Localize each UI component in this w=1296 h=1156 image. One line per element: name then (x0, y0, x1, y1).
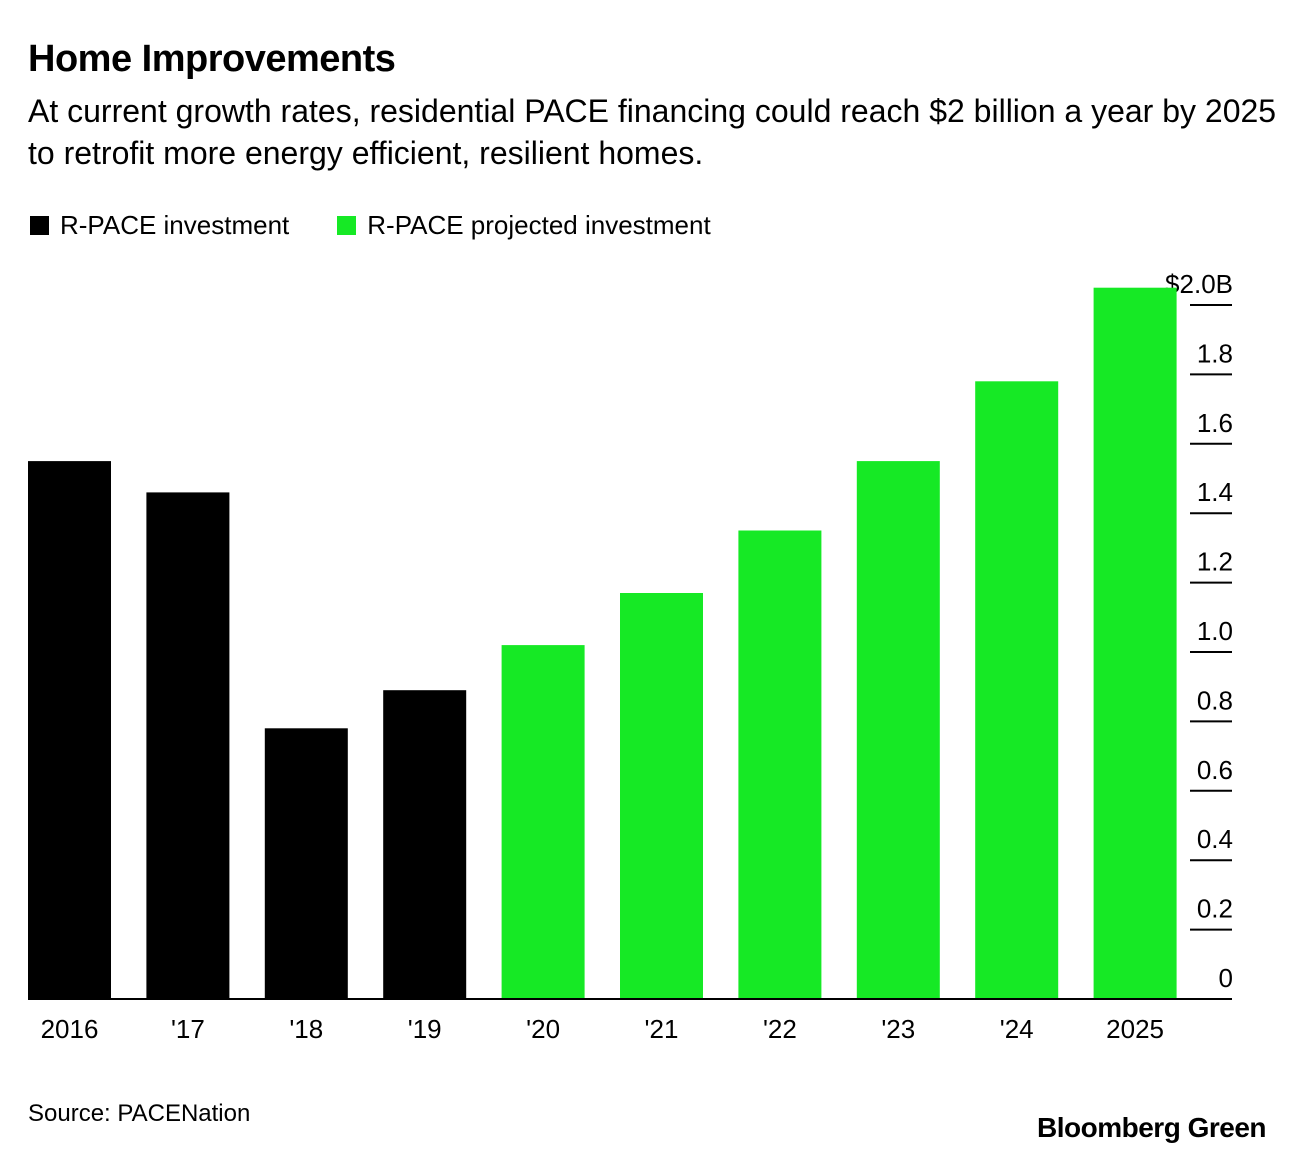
legend-item-projected: R-PACE projected investment (337, 210, 711, 241)
y-tick-label: 0.2 (1197, 894, 1233, 924)
legend-label-actual: R-PACE investment (60, 210, 290, 240)
legend-swatch-actual (30, 216, 49, 235)
x-tick-label: '21 (645, 1014, 679, 1044)
x-tick-label: '17 (171, 1014, 205, 1044)
y-tick-label: 1.0 (1197, 616, 1233, 646)
source-note: Source: PACENation (28, 1100, 251, 1127)
y-tick-label: 0.8 (1197, 685, 1233, 715)
x-tick-label: '23 (881, 1014, 915, 1044)
bar-actual (146, 492, 230, 999)
x-tick-label: 2025 (1106, 1014, 1164, 1044)
y-tick-label: 0 (1219, 963, 1233, 993)
legend-label-projected: R-PACE projected investment (367, 210, 711, 240)
y-tick-label: 0.4 (1197, 824, 1233, 854)
y-tick-label: 1.2 (1197, 547, 1233, 577)
legend-item-actual: R-PACE investment (30, 210, 289, 241)
bar-actual (28, 461, 111, 1000)
bar-projected (975, 381, 1059, 999)
x-tick-label: '20 (526, 1014, 560, 1044)
y-tick-label: 1.4 (1197, 477, 1233, 507)
bar-projected (620, 593, 703, 999)
bar-actual (264, 728, 348, 999)
bar-projected (1093, 287, 1177, 999)
bar-actual (383, 690, 467, 999)
x-tick-label: '18 (289, 1014, 323, 1044)
x-tick-label: 2016 (41, 1014, 99, 1044)
bar-projected (501, 645, 585, 999)
brand-logo: Bloomberg Green (1037, 1112, 1266, 1143)
x-tick-label: '24 (1000, 1014, 1034, 1044)
y-tick-label: 0.6 (1197, 755, 1233, 785)
x-tick-label: '19 (408, 1014, 442, 1044)
bar-projected (856, 461, 940, 1000)
legend: R-PACE investment R-PACE projected inves… (30, 210, 759, 241)
x-tick-label: '22 (763, 1014, 797, 1044)
y-tick-label: 1.8 (1197, 338, 1233, 368)
chart-title: Home Improvements (28, 38, 396, 80)
legend-swatch-projected (337, 216, 357, 235)
y-tick-label: 1.6 (1197, 408, 1233, 438)
bar-projected (738, 530, 822, 999)
chart-subtitle: At current growth rates, residential PAC… (28, 93, 1277, 171)
